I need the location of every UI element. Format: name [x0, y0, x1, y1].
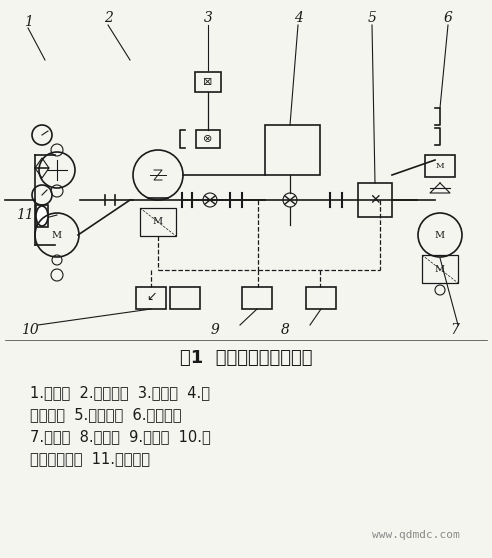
Text: ↙: ↙	[146, 290, 156, 302]
Bar	[196, 130, 220, 148]
Text: 图1  气马达性能实验装置: 图1 气马达性能实验装置	[180, 349, 312, 367]
Text: ⊠: ⊠	[203, 77, 213, 87]
Text: 矩检测器  5.速变装置  6.蜗轮蜗杆: 矩检测器 5.速变装置 6.蜗轮蜗杆	[30, 407, 182, 422]
Ellipse shape	[36, 206, 48, 226]
Text: 9: 9	[211, 323, 219, 337]
Text: 1: 1	[24, 15, 32, 29]
Bar	[265, 125, 320, 175]
Text: M: M	[52, 230, 62, 239]
Text: ✕: ✕	[369, 193, 381, 207]
Text: ⊗: ⊗	[203, 134, 213, 144]
Text: 2: 2	[103, 11, 113, 25]
Bar	[136, 287, 166, 309]
Bar	[195, 72, 221, 92]
Text: M: M	[153, 218, 163, 227]
Text: M: M	[436, 162, 444, 170]
Bar	[422, 255, 458, 283]
Bar	[140, 208, 176, 236]
Bar	[170, 287, 200, 309]
Bar	[36, 205, 48, 227]
Text: 5: 5	[368, 11, 376, 25]
Text: 4: 4	[294, 11, 303, 25]
Bar	[425, 155, 455, 177]
Text: M: M	[435, 230, 445, 239]
Text: 7.负荷泵  8.转速表  9.应变计  10.记: 7.负荷泵 8.转速表 9.应变计 10.记	[30, 429, 211, 444]
Text: 10: 10	[21, 323, 39, 337]
Text: 6: 6	[444, 11, 453, 25]
Text: 3: 3	[204, 11, 213, 25]
Bar	[358, 183, 392, 217]
Text: 8: 8	[280, 323, 289, 337]
Text: www.qdmdc.com: www.qdmdc.com	[372, 530, 460, 540]
Text: M: M	[435, 264, 445, 273]
Bar	[306, 287, 336, 309]
Text: 7: 7	[451, 323, 460, 337]
Text: 录器或指示计  11.测试马达: 录器或指示计 11.测试马达	[30, 451, 150, 466]
Bar	[242, 287, 272, 309]
Text: 1.流量计  2.调速马达  3.转速表  4.扭: 1.流量计 2.调速马达 3.转速表 4.扭	[30, 385, 210, 400]
Text: 11: 11	[16, 208, 34, 222]
